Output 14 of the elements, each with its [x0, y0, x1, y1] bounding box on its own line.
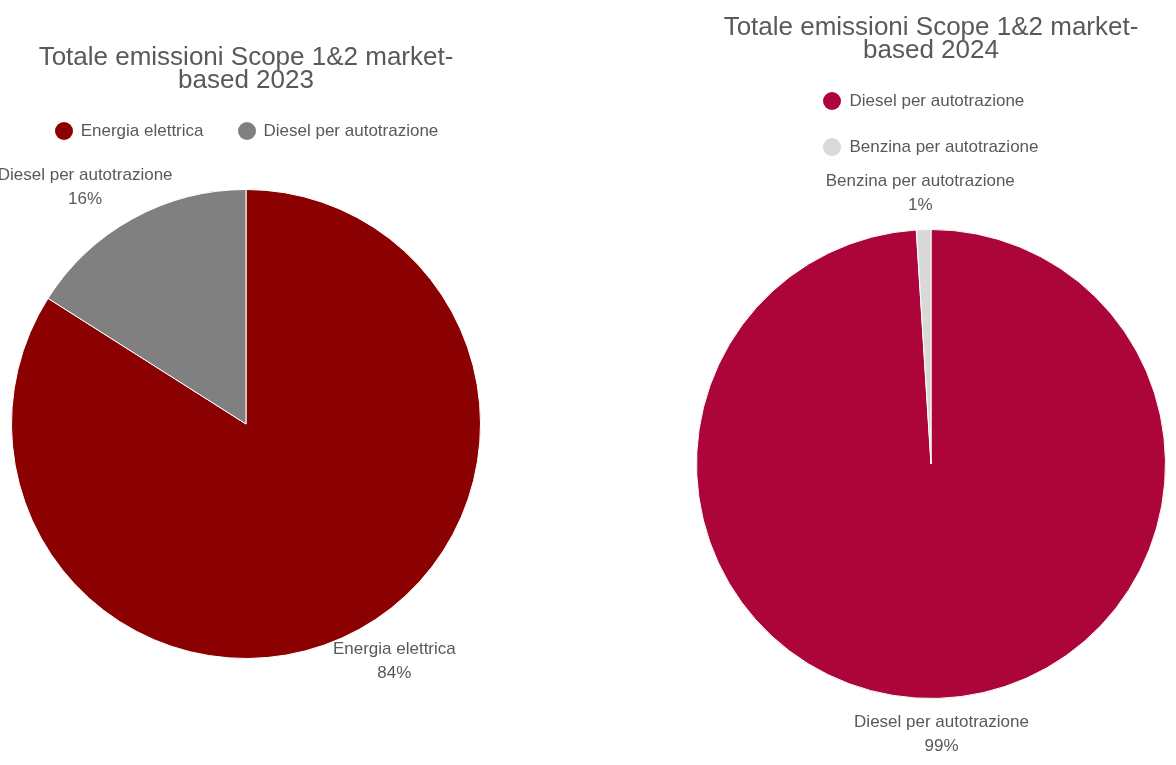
data-label: 99%	[924, 736, 959, 756]
legend-label: Benzina per autotrazione	[849, 137, 1039, 157]
chart-title: Totale emissioni Scope 1&2 market-based 2024	[722, 11, 1140, 64]
chart-title: Totale emissioni Scope 1&2 market-based 2023	[37, 41, 455, 94]
slice-label: Diesel per autotrazione	[0, 164, 173, 184]
data-label: 16%	[68, 188, 103, 208]
data-label: 84%	[377, 662, 412, 682]
slice-label: Benzina per autotrazione	[825, 171, 1015, 191]
legend-label: Diesel per autotrazione	[263, 121, 439, 141]
slice-label: Energia elettrica	[332, 638, 457, 658]
slice-label: Diesel per autotrazione	[854, 712, 1029, 732]
legend-label: Diesel per autotrazione	[849, 91, 1025, 111]
data-label: 1%	[908, 195, 933, 215]
legend-label: Energia elettrica	[80, 121, 204, 141]
